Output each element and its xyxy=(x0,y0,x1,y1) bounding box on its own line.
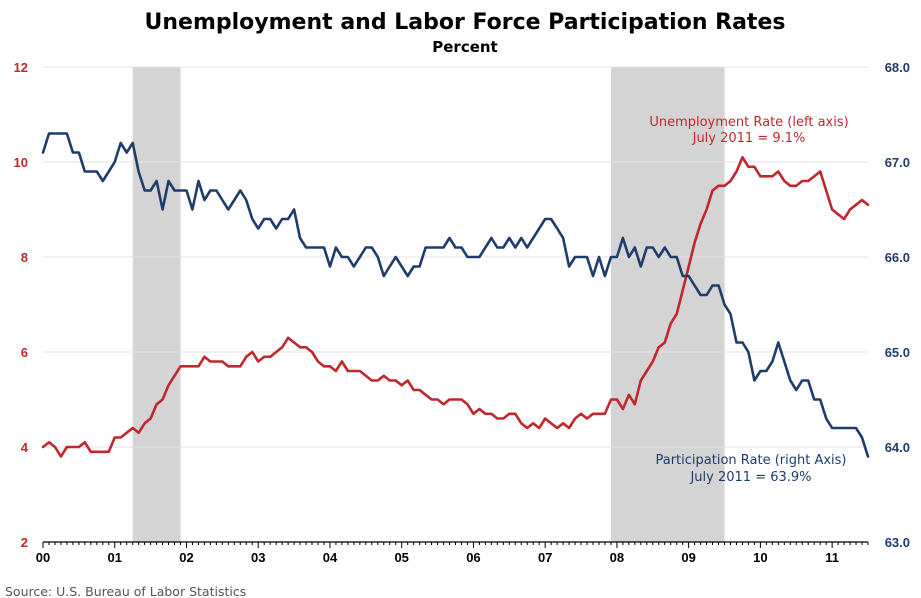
gridlines xyxy=(43,66,868,448)
x-tick-label-02: 02 xyxy=(179,550,193,565)
unemployment-annotation-line1: Unemployment Rate (left axis) xyxy=(649,115,848,130)
participation-annotation-line2: July 2011 = 63.9% xyxy=(689,470,811,485)
unemployment-rate-line xyxy=(41,156,870,458)
x-tick-label-09: 09 xyxy=(681,550,695,565)
recession-band-2 xyxy=(610,67,725,542)
left-axis-ticks: 2 4 6 8 10 12 xyxy=(14,60,29,550)
x-tick-label-06: 06 xyxy=(466,550,480,565)
left-tick-8: 8 xyxy=(21,250,28,265)
right-axis-ticks: 63.0 64.0 65.0 66.0 67.0 68.0 xyxy=(885,60,910,550)
x-tick-label-00: 00 xyxy=(36,550,50,565)
x-tick-label-11: 11 xyxy=(825,550,839,565)
x-tick-label-04: 04 xyxy=(323,550,338,565)
right-tick-64.0: 64.0 xyxy=(885,440,910,455)
unemployment-annotation-line2: July 2011 = 9.1% xyxy=(692,131,806,146)
right-tick-65.0: 65.0 xyxy=(885,345,910,360)
x-axis: 00 01 02 03 04 05 06 07 08 09 10 11 xyxy=(36,541,869,565)
right-tick-68.0: 68.0 xyxy=(885,60,910,75)
participation-rate-line xyxy=(41,132,870,458)
right-tick-66.0: 66.0 xyxy=(885,250,910,265)
x-tick-label-10: 10 xyxy=(753,550,767,565)
left-tick-4: 4 xyxy=(21,440,29,455)
x-tick-label-08: 08 xyxy=(610,550,624,565)
left-tick-12: 12 xyxy=(14,60,28,75)
left-tick-6: 6 xyxy=(21,345,28,360)
x-tick-label-07: 07 xyxy=(538,550,552,565)
participation-annotation-line1: Participation Rate (right Axis) xyxy=(655,453,846,468)
recession-band-1 xyxy=(132,67,181,542)
series-lines xyxy=(41,132,870,458)
right-tick-63.0: 63.0 xyxy=(885,535,910,550)
x-tick-label-05: 05 xyxy=(394,550,408,565)
x-tick-label-03: 03 xyxy=(251,550,265,565)
right-tick-67.0: 67.0 xyxy=(885,155,910,170)
recession-bands xyxy=(132,67,725,542)
source-note: Source: U.S. Bureau of Labor Statistics xyxy=(5,584,246,598)
chart-title: Unemployment and Labor Force Participati… xyxy=(145,10,786,35)
left-tick-10: 10 xyxy=(14,155,28,170)
chart-subtitle: Percent xyxy=(432,38,497,56)
left-tick-2: 2 xyxy=(21,535,28,550)
x-tick-label-01: 01 xyxy=(108,550,122,565)
